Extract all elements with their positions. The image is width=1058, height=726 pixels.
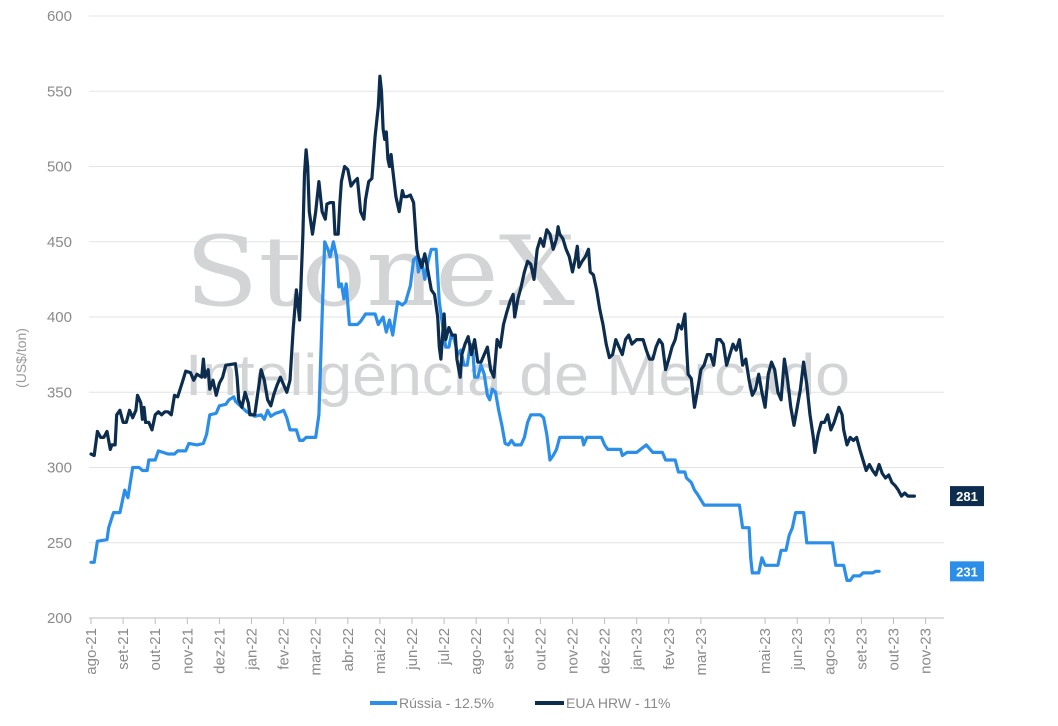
- end-label-0: 231: [950, 561, 984, 582]
- legend-label-russia: Rússia - 12.5%: [399, 695, 494, 711]
- x-tick-label: fev-22: [276, 628, 293, 670]
- svg-text:Inteligência de Mercado: Inteligência de Mercado: [185, 343, 850, 408]
- end-label-bg: [950, 486, 984, 507]
- end-label-text: 281: [956, 489, 978, 504]
- x-tick-label: jun-22: [404, 628, 421, 671]
- x-tick-label: dez-22: [597, 628, 614, 674]
- y-tick-label: 350: [47, 384, 72, 401]
- y-tick-label: 450: [47, 234, 72, 251]
- end-label-1: 281: [950, 486, 984, 507]
- x-tick-label: mai-23: [757, 628, 774, 674]
- watermark: StoneX ® Inteligência de Mercado: [185, 216, 850, 408]
- x-tick-label: out-22: [532, 628, 549, 671]
- y-tick-label: 300: [47, 460, 72, 477]
- x-tick-label: ago-23: [821, 628, 838, 675]
- x-tick-label: mai-22: [372, 628, 389, 674]
- y-tick-label: 400: [47, 309, 72, 326]
- y-tick-label: 250: [47, 535, 72, 552]
- legend-item-eua-hrw: EUA HRW - 11%: [535, 695, 671, 711]
- x-tick-label: jan-23: [629, 628, 646, 671]
- x-tick-label: jun-23: [789, 628, 806, 671]
- x-tick-label: dez-21: [211, 628, 228, 674]
- x-tick-label: ago-22: [468, 628, 485, 675]
- x-tick-label: mar-23: [693, 628, 710, 676]
- legend-label-eua-hrw: EUA HRW - 11%: [566, 695, 671, 711]
- x-tick-label: nov-23: [918, 628, 935, 674]
- x-tick-label: ago-21: [83, 628, 100, 675]
- x-tick-label: abr-22: [340, 628, 357, 671]
- y-tick-label: 500: [47, 159, 72, 176]
- end-labels: 231 281: [950, 486, 984, 582]
- svg-text:StoneX: StoneX: [185, 216, 575, 328]
- x-tick-label: set-23: [853, 628, 870, 670]
- end-label-bg: [950, 561, 984, 582]
- x-tick-label: nov-21: [179, 628, 196, 674]
- y-axis-ticks: 200 250 300 350 400 450 500 550 600: [47, 8, 72, 627]
- x-tick-label: fev-23: [661, 628, 678, 670]
- x-tick-label: set-22: [500, 628, 517, 670]
- y-tick-label: 550: [47, 83, 72, 100]
- gridlines: [89, 15, 944, 544]
- series-line-1: [89, 74, 916, 498]
- x-tick-label: jan-22: [244, 628, 261, 671]
- legend-item-russia: Rússia - 12.5%: [370, 695, 494, 711]
- x-tick-label: nov-22: [565, 628, 582, 674]
- y-tick-label: 200: [47, 610, 72, 627]
- y-tick-label: 600: [47, 8, 72, 25]
- x-tick-label: out-23: [886, 628, 903, 671]
- end-label-text: 231: [956, 564, 978, 579]
- series-layer: [89, 74, 916, 582]
- x-tick-label: out-21: [147, 628, 164, 671]
- x-tick-label: set-21: [115, 628, 132, 670]
- y-axis-label: (US$/ton): [13, 328, 29, 388]
- x-axis: ago-21 set-21 out-21 nov-21 dez-21 jan-22 fev-…: [83, 617, 944, 676]
- x-tick-label: jul-22: [436, 628, 453, 666]
- x-tick-label: mar-22: [308, 628, 325, 676]
- legend: Rússia - 12.5% EUA HRW - 11%: [370, 695, 671, 711]
